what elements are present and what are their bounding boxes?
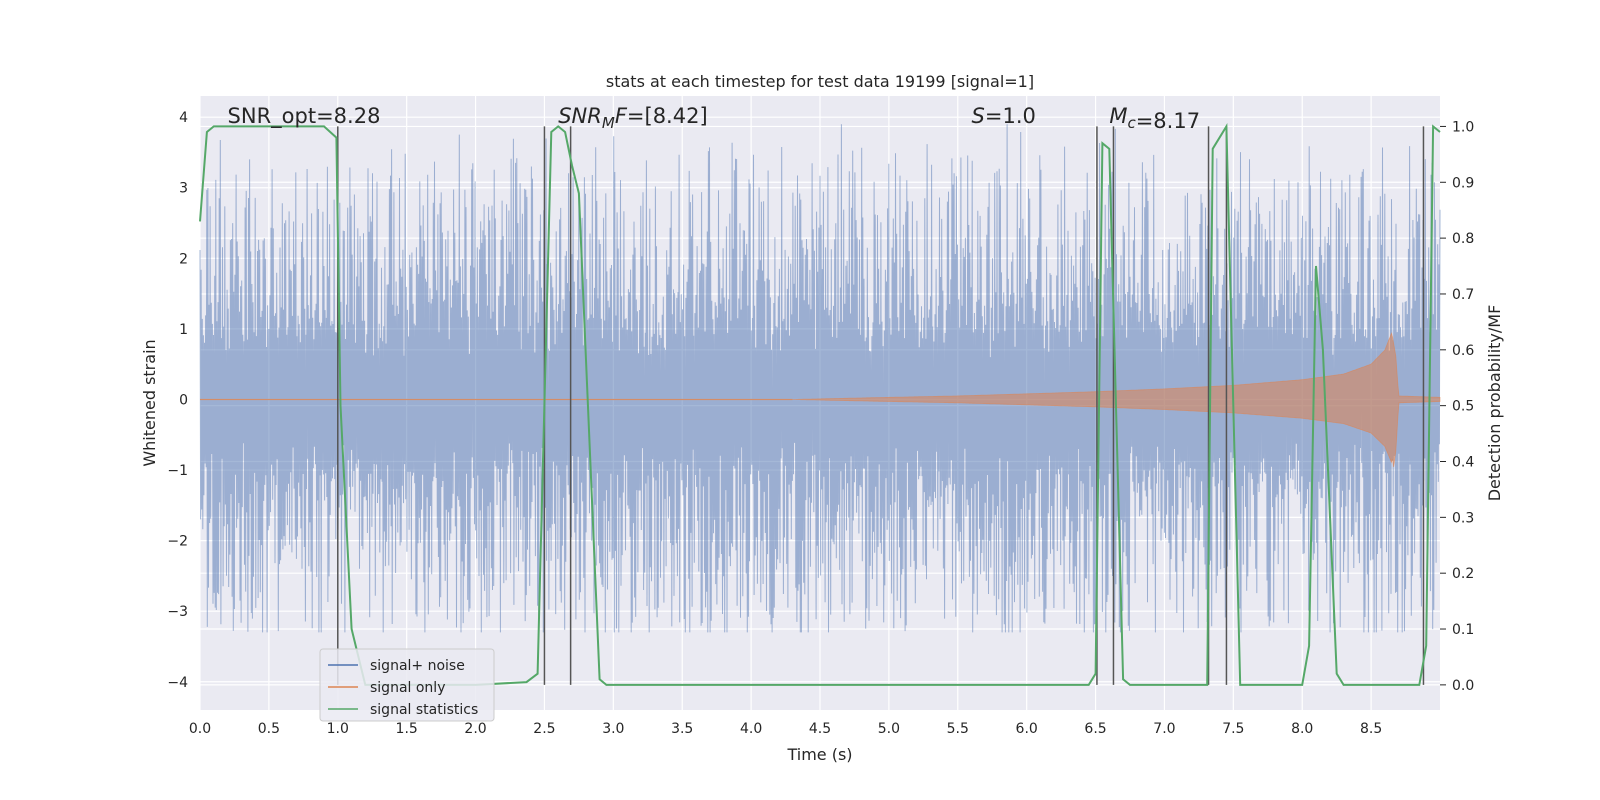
y-right-tick-label: 0.3 [1452,510,1474,526]
x-tick-label: 2.0 [464,721,486,737]
x-tick-label: 8.0 [1291,721,1313,737]
y-right-tick-label: 0.1 [1452,622,1474,638]
x-tick-label: 0.5 [258,721,280,737]
x-tick-label: 8.5 [1360,721,1382,737]
annotation-3: Mc=8.17 [1109,104,1200,133]
legend-label-noise: signal+ noise [370,658,465,674]
annotation-0: SNR_opt=8.28 [228,104,381,129]
x-tick-label: 2.5 [533,721,555,737]
x-tick-label: 6.5 [1084,721,1106,737]
y-right-tick-label: 0.7 [1452,287,1474,303]
x-axis-label: Time (s) [786,745,852,764]
x-tick-label: 3.5 [671,721,693,737]
y-right-tick-label: 0.6 [1452,343,1474,359]
annotation-1: SNRMF=[8.42] [558,104,707,132]
x-tick-label: 6.0 [1016,721,1038,737]
signal-statistics-series [199,122,1441,686]
y-right-tick-label: 0.0 [1452,678,1474,694]
legend-label-stats: signal statistics [370,702,478,718]
x-tick-label: 7.0 [1153,721,1175,737]
x-tick-label: 7.5 [1222,721,1244,737]
legend-box [319,648,495,722]
legend-label-signal: signal only [370,680,445,696]
x-tick-label: 3.0 [602,721,624,737]
x-tick-label: 5.5 [947,721,969,737]
annotations: SNR_opt=8.28 SNRMF=[8.42] S=1.0 Mc=8.17 [228,104,1201,133]
x-tick-label: 5.0 [878,721,900,737]
y-right-tick-label: 0.5 [1452,399,1474,415]
legend: signal+ noise signal only signal statist… [319,648,495,722]
y-left-axis-ticks: −4 −3 −2 −1 0 1 2 3 4 [167,110,188,691]
y-left-tick-label: −1 [167,463,188,479]
x-tick-label: 1.0 [327,721,349,737]
y-left-tick-label: 4 [179,110,188,126]
chart-title: stats at each timestep for test data 191… [606,72,1034,91]
y-right-tick-label: 0.9 [1452,175,1474,191]
annotation-2: S=1.0 [972,104,1036,128]
stats-line [199,122,1441,686]
y-left-tick-label: −2 [167,534,188,550]
y-right-axis-ticks: 0.0 0.1 0.2 0.3 0.4 0.5 0.6 0.7 0.8 0.9 1.0 [1440,119,1474,694]
x-axis-ticks: 0.0 0.5 1.0 1.5 2.0 2.5 3.0 3.5 4.0 4.5 5.0 5.5 6.0 6… [189,721,1382,737]
y-left-axis-label: Whitened strain [140,339,159,466]
y-left-tick-label: 1 [179,322,188,338]
y-left-tick-label: 0 [179,392,188,408]
x-tick-label: 4.5 [809,721,831,737]
y-right-tick-label: 0.4 [1452,454,1474,470]
x-tick-label: 1.5 [396,721,418,737]
y-left-tick-label: 2 [179,251,188,267]
y-left-tick-label: 3 [179,181,188,197]
y-left-tick-label: −4 [167,675,188,691]
y-right-axis-label: Detection probability/MF [1485,305,1504,502]
signal-only-series [200,332,1441,467]
y-right-tick-label: 0.2 [1452,566,1474,582]
y-left-tick-label: −3 [167,604,188,620]
x-tick-label: 4.0 [740,721,762,737]
y-right-tick-label: 0.8 [1452,231,1474,247]
signal-only-fill [200,332,1441,467]
y-right-tick-label: 1.0 [1452,119,1474,135]
x-tick-label: 0.0 [189,721,211,737]
